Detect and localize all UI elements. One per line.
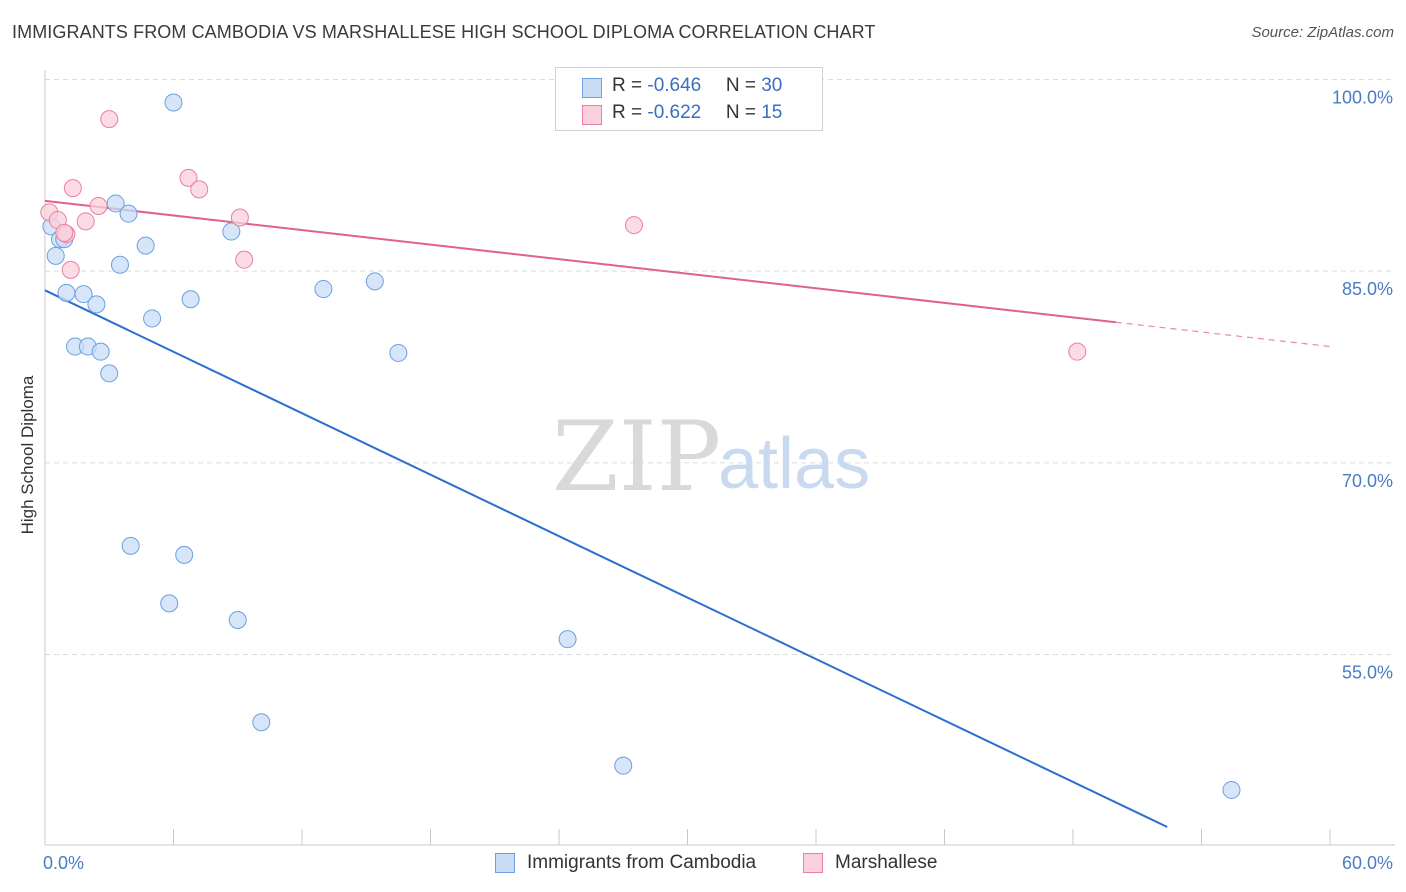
point-series1-12: [624, 216, 643, 235]
y-tick-label-0: 55.0%: [1342, 663, 1393, 683]
point-series0-8: [91, 342, 110, 361]
trend-line-extension-1: [1115, 321, 1331, 348]
point-series0-23: [160, 594, 179, 613]
correlation-legend: R = -0.646 N = 30 R = -0.622 N = 15: [555, 67, 823, 131]
x-tick-label-0: 0.0%: [43, 853, 84, 873]
point-series0-21: [121, 536, 140, 555]
point-series0-26: [558, 630, 577, 649]
y-tick-labels: 55.0% 70.0% 85.0% 100.0%: [1332, 88, 1393, 683]
bottom-legend-label-cambodia: Immigrants from Cambodia: [527, 852, 757, 873]
point-series0-5: [74, 285, 93, 304]
watermark-atlas: atlas: [718, 424, 870, 504]
x-tick-label-1: 60.0%: [1342, 853, 1393, 873]
point-series0-18: [314, 280, 333, 299]
point-series1-6: [89, 197, 108, 215]
x-tick-labels: 0.0% 60.0%: [43, 853, 1393, 873]
point-series0-12: [119, 204, 138, 223]
point-series0-15: [164, 93, 183, 112]
point-series1-3: [61, 260, 80, 279]
trend-lines: [44, 199, 1331, 828]
point-series0-7: [87, 295, 106, 314]
legend-r-label: R =: [612, 102, 648, 123]
legend-r-value: -0.646: [647, 75, 702, 96]
point-series0-3: [57, 283, 76, 302]
legend-n-label: N =: [725, 102, 762, 123]
bottom-legend-label-marshallese: Marshallese: [835, 852, 938, 873]
point-series0-22: [175, 545, 194, 564]
point-series1-11: [235, 250, 254, 269]
point-series0-13: [136, 236, 155, 255]
point-series1-10: [230, 208, 249, 227]
watermark-zip: ZIP: [552, 401, 721, 513]
point-series0-24: [228, 611, 247, 629]
trend-line-1: [44, 199, 1116, 324]
chart-title: IMMIGRANTS FROM CAMBODIA VS MARSHALLESE …: [12, 22, 876, 42]
point-series0-17: [222, 222, 241, 241]
point-series1-14: [55, 223, 74, 242]
point-series0-1: [46, 246, 65, 265]
legend-n-value: 15: [761, 102, 783, 123]
point-series0-9: [100, 364, 119, 383]
legend-n-label: N =: [725, 75, 762, 96]
point-series0-16: [181, 290, 200, 309]
axes: [44, 70, 1395, 846]
y-tick-label-3: 100.0%: [1332, 88, 1393, 108]
trend-line-0: [44, 289, 1168, 828]
legend-n-value: 30: [761, 75, 783, 96]
legend-r-label: R =: [612, 75, 648, 96]
gridlines: [45, 79, 1395, 655]
data-points: [40, 93, 1241, 799]
point-series1-9: [190, 180, 209, 199]
bottom-legend-swatch-marshallese: [803, 853, 823, 873]
y-tick-label-1: 70.0%: [1342, 471, 1393, 491]
point-series1-5: [76, 212, 95, 231]
point-series1-4: [63, 179, 82, 198]
point-series0-10: [106, 194, 125, 213]
point-series0-28: [1222, 780, 1241, 799]
point-series0-20: [389, 343, 408, 362]
point-series1-8: [179, 168, 198, 187]
legend-swatch-marshallese: [582, 105, 602, 125]
bottom-legend-swatch-cambodia: [495, 853, 515, 873]
point-series1-13: [1068, 342, 1087, 361]
point-series1-7: [100, 110, 119, 129]
point-series0-27: [614, 756, 633, 775]
legend-swatch-cambodia: [582, 78, 602, 98]
point-series0-25: [252, 713, 271, 732]
point-series0-11: [110, 255, 129, 274]
source-note: Source: ZipAtlas.com: [1251, 24, 1394, 41]
y-tick-label-2: 85.0%: [1342, 279, 1393, 299]
point-series0-14: [143, 309, 162, 328]
point-series0-19: [365, 272, 384, 291]
legend-r-value: -0.622: [647, 102, 702, 123]
